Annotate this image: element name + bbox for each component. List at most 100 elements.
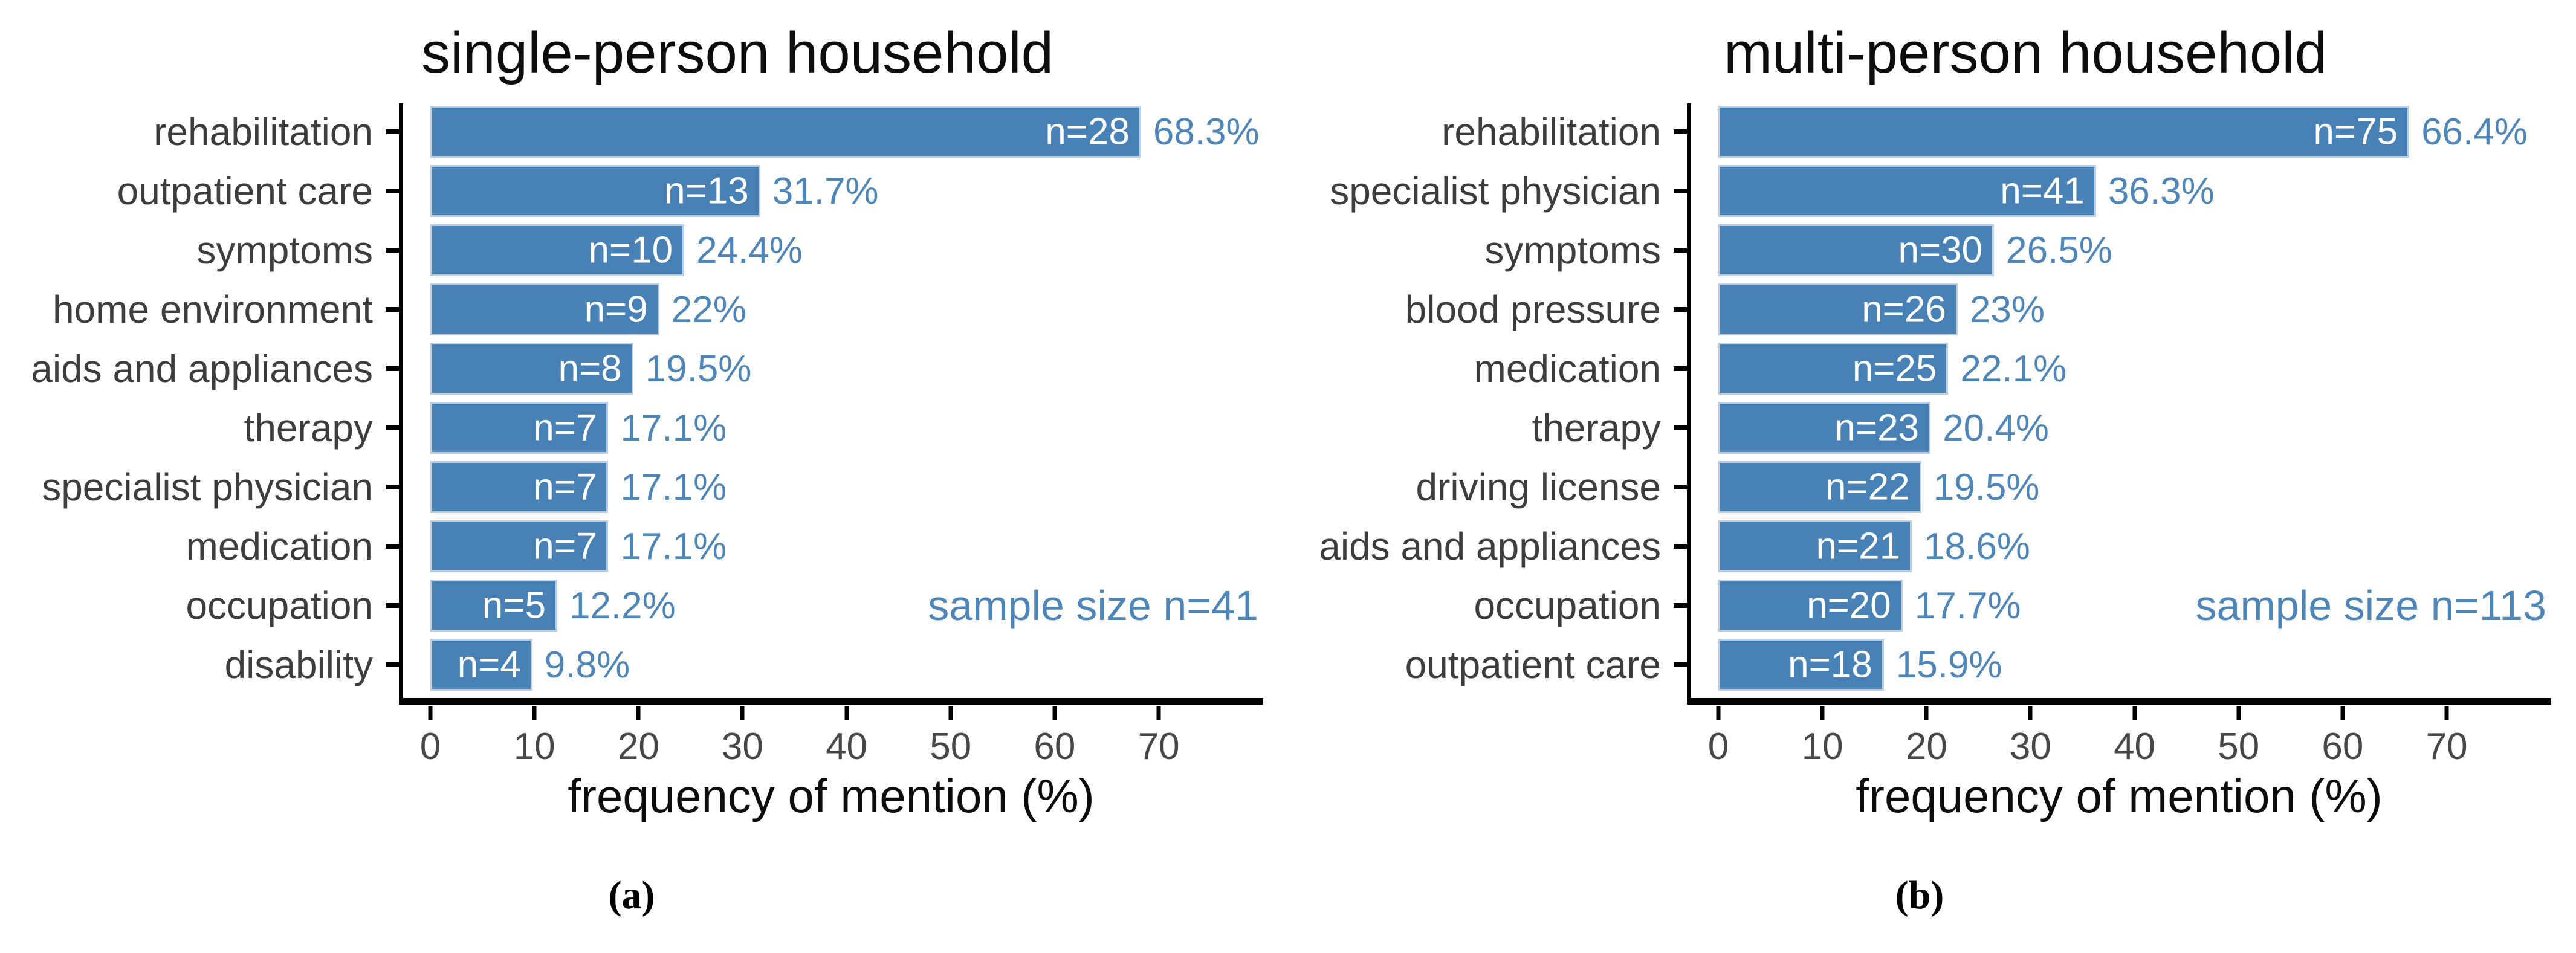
panel-a: single-person household rehabilitation ou… xyxy=(31,20,1263,917)
x-axis-tick-label: 60 xyxy=(1034,726,1076,767)
x-axis-ticks: 0 10 20 30 40 50 60 70 xyxy=(399,705,1263,767)
y-axis-tick xyxy=(1674,366,1688,371)
bar-row: n=10 24.4% xyxy=(386,224,1263,276)
bar-row: n=25 22.1% xyxy=(1674,343,2551,395)
x-axis-tick xyxy=(2028,706,2033,720)
y-axis-tick xyxy=(1674,544,1688,549)
category-label: occupation xyxy=(186,584,373,627)
y-axis-tick xyxy=(386,662,400,667)
bar-percent-label: 19.5% xyxy=(1933,466,2040,508)
bar-count-label: n=18 xyxy=(1788,644,1872,686)
x-axis-tick-label: 40 xyxy=(2114,726,2156,767)
bar-row: n=18 15.9% xyxy=(1674,639,2551,691)
x-axis-tick-label: 10 xyxy=(1801,726,1843,767)
category-label: therapy xyxy=(244,406,373,450)
bar-row: n=13 31.7% xyxy=(386,165,1263,217)
x-axis-tick xyxy=(532,706,537,720)
bar-row: n=22 19.5% xyxy=(1674,461,2551,513)
category-label: specialist physician xyxy=(42,465,373,509)
bar-percent-label: 26.5% xyxy=(2006,229,2112,271)
category-label: blood pressure xyxy=(1405,288,1661,331)
x-axis-tick xyxy=(2444,706,2449,720)
y-axis-tick xyxy=(386,485,400,489)
sample-size-annotation: sample size n=113 xyxy=(2195,582,2546,629)
bar-percent-label: 36.3% xyxy=(2108,170,2215,212)
bar: n=28 xyxy=(430,106,1141,158)
bar-row: n=7 17.1% xyxy=(386,402,1263,454)
category-label: home environment xyxy=(52,288,373,331)
bar-row: n=9 22% xyxy=(386,283,1263,335)
bar-count-label: n=7 xyxy=(533,407,597,449)
y-axis-tick xyxy=(1674,662,1688,667)
category-label: outpatient care xyxy=(117,169,373,213)
bar: n=26 xyxy=(1718,283,1958,335)
bar-percent-label: 17.7% xyxy=(1914,584,2021,627)
bar-count-label: n=28 xyxy=(1045,111,1130,153)
category-label: rehabilitation xyxy=(154,110,373,153)
x-axis-tick-label: 10 xyxy=(513,726,555,767)
bar-count-label: n=21 xyxy=(1816,525,1901,567)
x-axis-line xyxy=(1687,698,2551,705)
y-axis-tick xyxy=(1674,425,1688,430)
x-axis-line xyxy=(399,698,1263,705)
bar: n=41 xyxy=(1718,165,2096,217)
bar-percent-label: 9.8% xyxy=(544,644,630,686)
x-axis-tick-label: 50 xyxy=(2218,726,2260,767)
y-axis-tick xyxy=(386,544,400,549)
bar-row: n=30 26.5% xyxy=(1674,224,2551,276)
bar-count-label: n=23 xyxy=(1834,407,1920,449)
x-axis-tick xyxy=(2236,706,2241,720)
x-axis-tick xyxy=(740,706,745,720)
bar-count-label: n=25 xyxy=(1852,347,1937,390)
panel-title: single-person household xyxy=(421,20,1054,85)
panel-caption: (a) xyxy=(608,873,655,917)
y-axis-tick xyxy=(1674,485,1688,489)
y-axis-tick xyxy=(386,603,400,608)
bar-count-label: n=7 xyxy=(533,466,597,508)
bar-count-label: n=5 xyxy=(482,584,546,627)
bar-count-label: n=8 xyxy=(558,347,622,390)
bar-percent-label: 15.9% xyxy=(1895,644,2002,686)
y-axis-tick xyxy=(1674,189,1688,193)
y-axis-tick xyxy=(386,248,400,253)
y-axis-tick xyxy=(386,425,400,430)
x-axis-tick xyxy=(1156,706,1161,720)
x-axis-tick-label: 40 xyxy=(826,726,868,767)
bar: n=4 xyxy=(430,639,532,691)
sample-size-annotation: sample size n=41 xyxy=(928,582,1258,629)
bar-percent-label: 17.1% xyxy=(620,407,727,449)
bar: n=75 xyxy=(1718,106,2410,158)
bar-row: n=8 19.5% xyxy=(386,343,1263,395)
bar-count-label: n=26 xyxy=(1862,288,1946,331)
bar-percent-label: 66.4% xyxy=(2421,111,2528,153)
x-axis-tick-label: 30 xyxy=(721,726,763,767)
bar-count-label: n=9 xyxy=(584,288,648,331)
bar-row: n=23 20.4% xyxy=(1674,402,2551,454)
bar-row: n=5 12.2% xyxy=(386,580,1263,632)
bars-area: sample size n=113 n=75 66.4% n=41 36.3% n=30… xyxy=(1674,103,2551,700)
x-axis-tick xyxy=(844,706,849,720)
bar-percent-label: 18.6% xyxy=(1924,525,2030,567)
bar-row: n=7 17.1% xyxy=(386,461,1263,513)
category-label: medication xyxy=(186,525,374,568)
x-axis-tick-label: 70 xyxy=(2426,726,2468,767)
x-axis-tick xyxy=(1820,706,1825,720)
x-axis-tick xyxy=(948,706,953,720)
bar-row: n=7 17.1% xyxy=(386,520,1263,572)
bar-percent-label: 17.1% xyxy=(620,525,727,567)
x-axis-tick-label: 30 xyxy=(2009,726,2051,767)
bar: n=5 xyxy=(430,580,557,632)
bar-percent-label: 17.1% xyxy=(620,466,727,508)
x-axis-tick xyxy=(1924,706,1929,720)
category-label: occupation xyxy=(1474,584,1661,627)
panel-caption: (b) xyxy=(1895,873,1944,917)
x-axis-tick-label: 20 xyxy=(1905,726,1947,767)
bar-count-label: n=4 xyxy=(457,644,521,686)
category-label: specialist physician xyxy=(1330,169,1661,213)
y-axis-tick xyxy=(1674,248,1688,253)
bar-count-label: n=41 xyxy=(2000,170,2085,212)
bar-percent-label: 24.4% xyxy=(696,229,803,271)
bar: n=21 xyxy=(1718,520,1912,572)
x-axis-title: frequency of mention (%) xyxy=(568,769,1095,822)
x-axis-tick xyxy=(2340,706,2345,720)
